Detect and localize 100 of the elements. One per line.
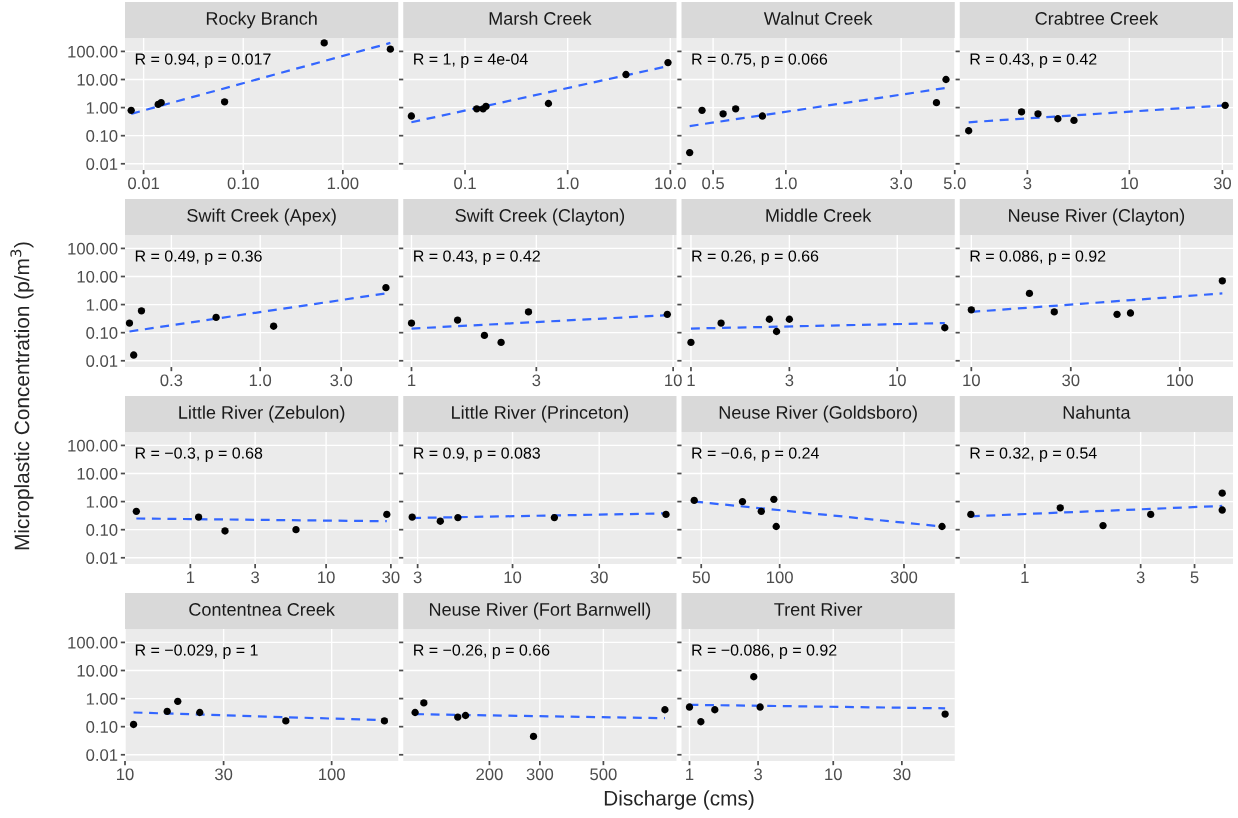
x-tick-label: 1 [686,768,694,781]
y-tick-label: 0.10 [86,721,118,733]
x-tick-label: 0.1 [454,177,476,190]
chart-title: Rocky Branch [206,11,317,29]
x-tick-label: 3 [1136,571,1145,584]
chart-title: Neuse River (Goldsboro) [719,405,917,423]
annotation: R = 0.75, p = 0.066 [692,53,828,68]
x-tick-label: 10 [117,768,134,781]
y-tick-label: 0.01 [86,749,118,761]
annotation: R = −0.3, p = 0.68 [135,447,263,462]
annotation: R = −0.086, p = 0.92 [692,644,837,659]
chart-title: Walnut Creek [763,11,873,25]
annotation: R = −0.26, p = 0.66 [414,644,550,659]
x-tick-label: 10 [504,571,522,584]
x-tick-label: 10 [889,374,906,387]
annotation: R = 0.49, p = 0.36 [135,250,262,265]
x-tick-label: 100 [319,768,345,781]
x-tick-label: 1.0 [557,177,579,190]
x-tick-label: 3 [754,768,762,781]
x-tick-label: 3 [251,571,260,584]
annotation: R = 0.32, p = 0.54 [970,447,1097,462]
chart-title: Little River (Zebulon) [179,405,345,423]
chart-title: Nahunta [1063,405,1131,419]
chart-title: Swift Creek (Clayton) [455,208,625,226]
x-tick-label: 5.0 [943,177,966,190]
y-tick-label: 10.00 [77,664,118,677]
y-tick-label: 0.01 [86,552,118,564]
y-tick-label: 1.00 [86,495,118,508]
x-tick-label: 1.00 [327,177,359,190]
x-tick-label: 300 [890,571,918,584]
chart-title: Contentnea Creek [189,602,335,616]
x-tick-label: 3 [413,571,422,584]
x-tick-label: 30 [590,571,608,584]
x-tick-label: 3 [785,374,794,387]
x-tick-label: 10 [1121,177,1138,190]
x-tick-label: 30 [1062,374,1080,387]
x-tick-label: 1 [687,374,695,387]
y-tick-label: 10.00 [77,467,118,480]
chart-title: Trent River [774,602,863,616]
y-tick-label: 1.00 [86,298,118,311]
x-tick-label: 10.0 [655,177,686,190]
annotation: R = 0.9, p = 0.083 [414,447,540,462]
x-tick-label: 300 [526,768,554,781]
x-tick-label: 30 [893,768,911,781]
x-tick-label: 30 [214,768,233,781]
y-tick-label: 100.00 [68,439,118,452]
y-tick-label: 100.00 [68,242,118,255]
x-tick-label: 10 [825,768,842,781]
chart-title: Middle Creek [766,208,872,222]
y-tick-label: 0.10 [86,327,118,339]
y-tick-label: 0.01 [86,355,118,367]
y-tick-label: 1.00 [86,101,118,114]
chart-title: Neuse River (Fort Barnwell) [429,602,651,620]
annotation: R = −0.6, p = 0.24 [692,447,819,462]
x-tick-label: 1 [1021,571,1029,584]
chart-title: Crabtree Creek [1035,11,1159,25]
x-tick-label: 3 [1023,177,1032,190]
x-tick-label: 3.0 [890,177,913,190]
x-tick-label: 0.01 [128,177,160,190]
annotation: R = 0.26, p = 0.66 [692,250,819,265]
annotation: R = 0.94, p = 0.017 [135,53,271,68]
y-tick-label: 10.00 [77,270,118,283]
x-tick-label: 0.3 [160,374,183,387]
annotation: R = −0.029, p = 1 [135,644,258,659]
chart-title: Little River (Princeton) [452,405,629,423]
chart-title: Swift Creek (Apex) [187,208,336,226]
x-tick-label: 1.0 [775,177,797,190]
chart-title: Neuse River (Clayton) [1009,208,1185,226]
x-tick-label: 500 [590,768,617,781]
x-tick-label: 30 [1213,177,1232,190]
x-tick-label: 100 [1167,374,1194,387]
x-tick-label: 3.0 [330,374,353,387]
x-tick-label: 10 [665,374,682,387]
x-tick-label: 0.5 [702,177,724,190]
x-tick-label: 50 [692,571,710,584]
x-tick-label: 3 [532,374,541,387]
x-tick-label: 30 [382,571,400,584]
x-tick-label: 10 [963,374,980,387]
y-axis-title: Microplastic Concentration (p/m$^{3}$) [10,242,34,550]
x-tick-label: 10 [318,571,335,584]
x-tick-label: 200 [476,768,503,781]
x-tick-label: 100 [767,571,793,584]
x-axis-title: Discharge (cms) [604,790,754,810]
x-tick-label: 1 [187,571,195,584]
y-tick-label: 10.00 [77,73,118,86]
x-tick-label: 0.10 [227,177,259,190]
y-tick-label: 1.00 [86,692,118,705]
chart-title: Marsh Creek [489,11,592,25]
annotation: R = 1, p = 4e-04 [414,53,528,68]
y-tick-label: 0.10 [86,524,118,536]
x-tick-label: 1.0 [249,374,272,387]
x-tick-label: 1 [408,374,416,387]
y-tick-label: 0.01 [86,158,118,170]
y-tick-label: 0.10 [86,130,118,142]
y-tick-label: 100.00 [68,636,118,649]
annotation: R = 0.43, p = 0.42 [970,53,1097,68]
annotation: R = 0.086, p = 0.92 [970,250,1106,265]
y-tick-label: 100.00 [68,45,118,58]
annotation: R = 0.43, p = 0.42 [414,250,540,265]
x-tick-label: 5 [1190,571,1199,584]
